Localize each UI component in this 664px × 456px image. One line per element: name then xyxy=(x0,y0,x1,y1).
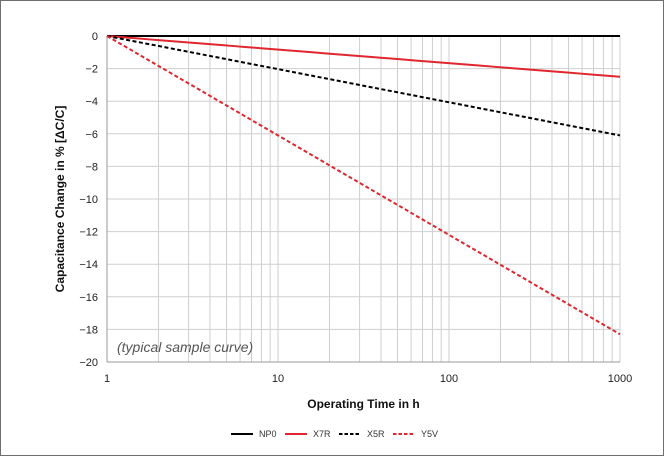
y-axis-title: Capacitance Change in % [ΔC/C] xyxy=(53,106,67,293)
y-tick-label: −18 xyxy=(79,324,98,336)
tick-labels: 0 −2 −4 −6 −8 −10 −12 −14 −16 −18 −20 1 10 100 1000 xyxy=(79,31,632,385)
x-tick-label: 100 xyxy=(440,373,458,385)
x-tick-label: 10 xyxy=(272,373,284,385)
legend-label-x5r: X5R xyxy=(367,429,385,439)
legend-label-np0: NP0 xyxy=(259,429,277,439)
y-tick-label: −8 xyxy=(85,161,98,173)
x-tick-label: 1000 xyxy=(608,373,632,385)
axes xyxy=(106,36,620,363)
y-tick-label: −2 xyxy=(85,64,98,76)
y-tick-label: −6 xyxy=(85,129,98,141)
x-tick-label: 1 xyxy=(104,373,110,385)
legend-label-x7r: X7R xyxy=(313,429,331,439)
y-tick-label: −10 xyxy=(79,194,98,206)
series-line-y5v xyxy=(106,35,621,336)
series-line-x5r xyxy=(106,35,621,137)
legend-label-y5v: Y5V xyxy=(421,429,438,439)
y-tick-label: −4 xyxy=(85,96,98,108)
y-tick-label: −20 xyxy=(79,357,98,369)
y-tick-label: −12 xyxy=(79,227,98,239)
series-lines xyxy=(106,35,621,336)
y-tick-label: 0 xyxy=(92,31,98,43)
x-axis-title: Operating Time in h xyxy=(307,397,419,411)
y-tick-label: −16 xyxy=(79,292,98,304)
legend: NP0 X7R X5R Y5V xyxy=(231,429,438,439)
annotation-text: (typical sample curve) xyxy=(117,339,253,355)
series-line-x7r xyxy=(106,35,621,78)
y-tick-label: −14 xyxy=(79,259,98,271)
